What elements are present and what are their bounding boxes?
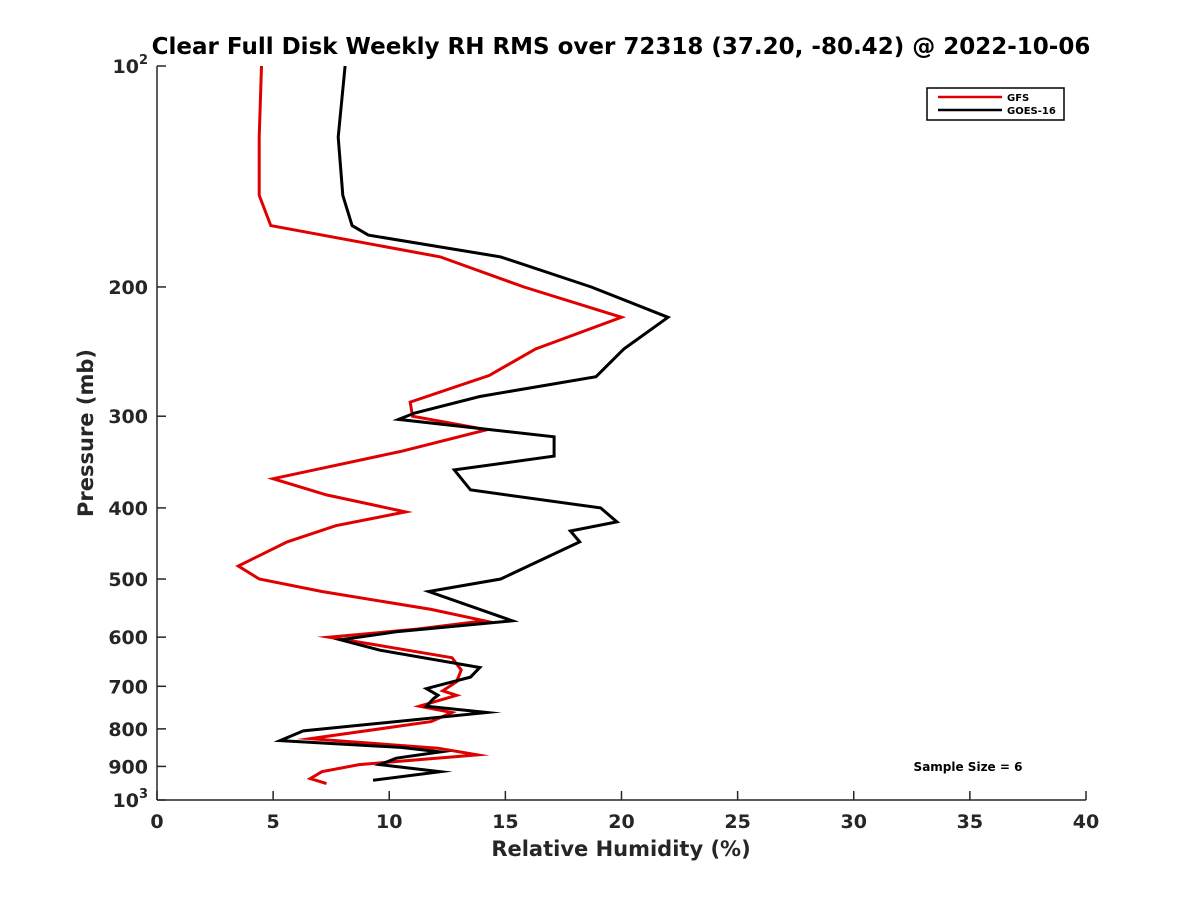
legend-label-goes16: GOES-16 [1007, 106, 1056, 117]
x-tick-label: 25 [724, 811, 750, 833]
legend-box [926, 87, 1065, 121]
series-line-goes16 [273, 65, 672, 782]
legend: GFS GOES-16 [926, 87, 1065, 121]
y-tick-label: 700 [108, 676, 148, 698]
x-axis-label: Relative Humidity (%) [491, 837, 750, 861]
x-tick-label: 20 [608, 811, 634, 833]
sample-size-annotation: Sample Size = 6 [914, 760, 1023, 774]
x-tick-label: 10 [376, 811, 402, 833]
x-tick-label: 30 [841, 811, 867, 833]
x-tick-label: 0 [150, 811, 163, 833]
series-line-gfs [235, 65, 627, 786]
x-tick-label: 15 [492, 811, 518, 833]
y-tick-label: 400 [108, 498, 148, 520]
y-tick-label: 300 [108, 406, 148, 428]
y-tick-label: 900 [108, 756, 148, 778]
series-layer [235, 65, 672, 786]
y-tick-label: 600 [108, 627, 148, 649]
y-tick-label: 200 [108, 277, 148, 299]
legend-label-gfs: GFS [1007, 93, 1029, 104]
y-tick-label: 800 [108, 719, 148, 741]
y-tick-label: 102 [113, 53, 149, 78]
y-tick-label: 500 [108, 569, 148, 591]
x-tick-label: 40 [1073, 811, 1099, 833]
chart-title: Clear Full Disk Weekly RH RMS over 72318… [152, 34, 1091, 60]
plot-axes: 0 5 10 15 20 25 30 35 40 102 200 300 400 500 600 700 800… [108, 53, 1099, 833]
x-tick-label: 5 [267, 811, 280, 833]
y-axis-label: Pressure (mb) [74, 349, 98, 517]
y-tick-label: 103 [113, 787, 149, 812]
x-tick-label: 35 [957, 811, 983, 833]
